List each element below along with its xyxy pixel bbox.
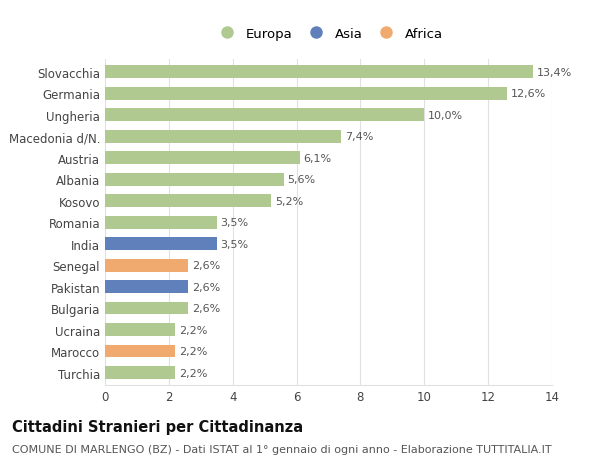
Text: 2,6%: 2,6% bbox=[192, 282, 220, 292]
Text: 5,6%: 5,6% bbox=[287, 175, 316, 185]
Bar bbox=[105, 195, 271, 207]
Text: Cittadini Stranieri per Cittadinanza: Cittadini Stranieri per Cittadinanza bbox=[12, 419, 303, 434]
Bar bbox=[105, 174, 284, 186]
Bar bbox=[105, 280, 188, 293]
Bar bbox=[105, 259, 188, 272]
Text: 2,6%: 2,6% bbox=[192, 303, 220, 313]
Text: 10,0%: 10,0% bbox=[428, 111, 463, 120]
Text: COMUNE DI MARLENGO (BZ) - Dati ISTAT al 1° gennaio di ogni anno - Elaborazione T: COMUNE DI MARLENGO (BZ) - Dati ISTAT al … bbox=[12, 444, 551, 454]
Text: 3,5%: 3,5% bbox=[221, 218, 249, 228]
Text: 12,6%: 12,6% bbox=[511, 89, 547, 99]
Text: 2,2%: 2,2% bbox=[179, 325, 208, 335]
Bar bbox=[105, 66, 533, 79]
Text: 2,2%: 2,2% bbox=[179, 368, 208, 378]
Text: 2,6%: 2,6% bbox=[192, 261, 220, 270]
Text: 3,5%: 3,5% bbox=[221, 239, 249, 249]
Bar bbox=[105, 302, 188, 315]
Bar bbox=[105, 366, 175, 379]
Bar bbox=[105, 345, 175, 358]
Legend: Europa, Asia, Africa: Europa, Asia, Africa bbox=[210, 24, 447, 45]
Bar bbox=[105, 130, 341, 143]
Text: 5,2%: 5,2% bbox=[275, 196, 303, 206]
Text: 13,4%: 13,4% bbox=[536, 67, 572, 78]
Bar bbox=[105, 109, 424, 122]
Text: 2,2%: 2,2% bbox=[179, 346, 208, 356]
Bar bbox=[105, 238, 217, 251]
Bar bbox=[105, 88, 508, 101]
Bar bbox=[105, 324, 175, 336]
Bar bbox=[105, 152, 300, 165]
Text: 7,4%: 7,4% bbox=[345, 132, 373, 142]
Text: 6,1%: 6,1% bbox=[304, 153, 332, 163]
Bar bbox=[105, 216, 217, 229]
